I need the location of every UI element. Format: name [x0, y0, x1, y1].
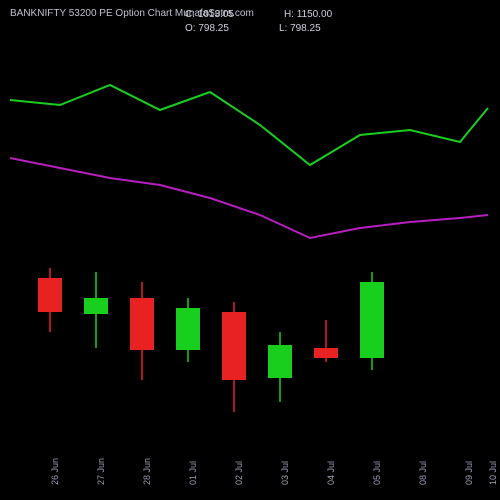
candle-body	[84, 298, 108, 314]
ohlc-block: C: 1013.05 H: 1150.00 O: 798.25 L: 798.2…	[185, 8, 332, 36]
ohlc-low: L: 798.25	[279, 22, 321, 36]
candle-body	[176, 308, 200, 350]
indicator-line-green	[10, 85, 488, 165]
ohlc-close: C: 1013.05	[185, 8, 234, 22]
chart-svg	[10, 50, 490, 420]
x-axis-label: 03 Jul	[280, 461, 290, 485]
x-axis-label: 08 Jul	[418, 461, 428, 485]
x-axis-label: 01 Jul	[188, 461, 198, 485]
x-axis-label: 05 Jul	[372, 461, 382, 485]
candle-body	[268, 345, 292, 378]
x-axis: 26 Jun 27 Jun 28 Jun 01 Jul 02 Jul 03 Jul 04 J…	[10, 430, 490, 490]
candle-body	[222, 312, 246, 380]
candle-body	[38, 278, 62, 312]
candle-body	[130, 298, 154, 350]
chart-area	[10, 50, 490, 420]
x-axis-label: 10 Jul	[488, 461, 498, 485]
x-axis-label: 04 Jul	[326, 461, 336, 485]
ohlc-high: H: 1150.00	[284, 8, 332, 22]
x-axis-label: 02 Jul	[234, 461, 244, 485]
candle-body	[360, 282, 384, 358]
x-axis-label: 28 Jun	[142, 458, 152, 485]
candle-body	[314, 348, 338, 358]
x-axis-label: 26 Jun	[50, 458, 60, 485]
indicator-line-purple	[10, 158, 488, 238]
x-axis-label: 27 Jun	[96, 458, 106, 485]
x-axis-label: 09 Jul	[464, 461, 474, 485]
ohlc-open: O: 798.25	[185, 22, 229, 36]
